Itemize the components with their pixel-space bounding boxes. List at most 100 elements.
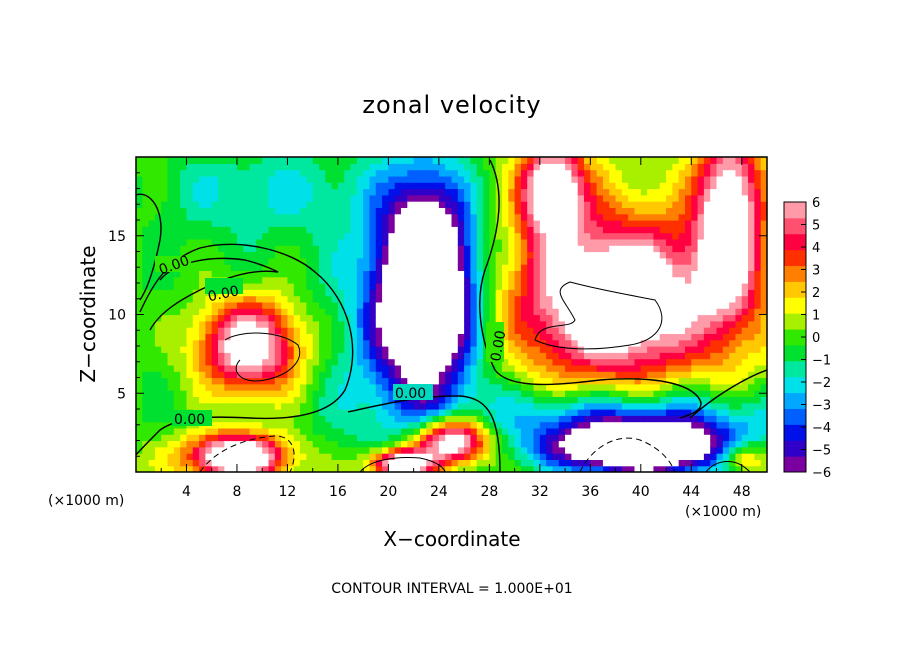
heatmap-cell xyxy=(274,364,282,372)
heatmap-cell xyxy=(337,245,345,253)
heatmap-cell xyxy=(300,276,307,284)
heatmap-cell xyxy=(356,364,364,372)
heatmap-cell xyxy=(748,226,755,234)
heatmap-cell xyxy=(419,409,427,416)
heatmap-cell xyxy=(344,238,352,246)
heatmap-cell xyxy=(539,352,547,360)
heatmap-cell xyxy=(236,257,244,265)
heatmap-cell xyxy=(621,434,629,442)
heatmap-cell xyxy=(306,421,314,429)
heatmap-cell xyxy=(262,289,270,297)
heatmap-cell xyxy=(148,238,156,246)
heatmap-cell xyxy=(609,194,617,202)
heatmap-cell xyxy=(684,421,692,429)
heatmap-cell xyxy=(249,289,257,297)
heatmap-cell xyxy=(243,295,251,303)
heatmap-cell xyxy=(363,320,371,328)
heatmap-cell xyxy=(192,364,200,372)
heatmap-cell xyxy=(148,264,156,271)
heatmap-cell xyxy=(363,226,371,234)
heatmap-cell xyxy=(350,346,358,353)
heatmap-cell xyxy=(363,201,371,208)
heatmap-cell xyxy=(590,257,598,265)
heatmap-cell xyxy=(710,283,718,290)
heatmap-cell xyxy=(337,446,345,454)
heatmap-cell xyxy=(344,327,352,334)
heatmap-cell xyxy=(236,371,244,379)
heatmap-cell xyxy=(508,308,516,316)
heatmap-cell xyxy=(218,264,225,271)
heatmap-cell xyxy=(710,339,718,347)
heatmap-cell xyxy=(539,377,547,385)
heatmap-cell xyxy=(678,327,686,334)
heatmap-cell xyxy=(356,169,364,177)
heatmap-cell xyxy=(394,346,402,353)
heatmap-cell xyxy=(394,295,402,303)
heatmap-cell xyxy=(306,289,314,297)
heatmap-cell xyxy=(748,270,755,278)
heatmap-cell xyxy=(167,358,175,366)
heatmap-cell xyxy=(735,182,743,190)
heatmap-cell xyxy=(489,465,497,472)
heatmap-cell xyxy=(407,188,415,196)
heatmap-cell xyxy=(407,213,415,221)
heatmap-cell xyxy=(653,390,661,397)
heatmap-cell xyxy=(142,327,150,334)
heatmap-cell xyxy=(590,371,598,379)
heatmap-cell xyxy=(192,453,200,460)
heatmap-cell xyxy=(205,314,213,322)
heatmap-cell xyxy=(628,226,636,234)
heatmap-cell xyxy=(363,453,371,460)
heatmap-cell xyxy=(634,188,642,196)
heatmap-cell xyxy=(640,308,648,316)
heatmap-cell xyxy=(173,327,181,334)
heatmap-cell xyxy=(760,446,767,454)
heatmap-cell xyxy=(413,308,421,316)
heatmap-cell xyxy=(754,383,762,391)
heatmap-cell xyxy=(331,383,339,391)
heatmap-cell xyxy=(306,283,314,290)
heatmap-cell xyxy=(684,257,692,265)
heatmap-cell xyxy=(672,175,680,183)
heatmap-cell xyxy=(754,465,762,472)
heatmap-cell xyxy=(331,396,339,404)
heatmap-cell xyxy=(628,301,636,309)
heatmap-cell xyxy=(678,352,686,360)
heatmap-cell xyxy=(350,213,358,221)
heatmap-cell xyxy=(337,333,345,341)
heatmap-cell xyxy=(653,421,661,429)
heatmap-cell xyxy=(325,220,333,227)
heatmap-cell xyxy=(470,308,478,316)
heatmap-cell xyxy=(653,327,661,334)
heatmap-cell xyxy=(243,163,251,171)
heatmap-cell xyxy=(501,201,509,208)
heatmap-cell xyxy=(735,453,743,460)
heatmap-cell xyxy=(249,232,257,240)
heatmap-cell xyxy=(230,358,238,366)
heatmap-cell xyxy=(640,320,648,328)
heatmap-cell xyxy=(476,207,484,215)
heatmap-cell xyxy=(344,295,352,303)
heatmap-cell xyxy=(697,453,705,460)
heatmap-cell xyxy=(760,320,767,328)
heatmap-cell xyxy=(281,415,289,423)
heatmap-cell xyxy=(514,207,522,215)
heatmap-cell xyxy=(426,371,434,379)
heatmap-cell xyxy=(678,264,686,271)
heatmap-cell xyxy=(407,276,415,284)
heatmap-cell xyxy=(552,276,560,284)
heatmap-cell xyxy=(382,396,389,404)
heatmap-cell xyxy=(640,226,648,234)
heatmap-cell xyxy=(356,157,364,164)
heatmap-cell xyxy=(148,333,156,341)
heatmap-cell xyxy=(697,301,705,309)
heatmap-cell xyxy=(741,264,749,271)
heatmap-cell xyxy=(438,352,446,360)
heatmap-cell xyxy=(729,396,737,404)
heatmap-cell xyxy=(596,283,604,290)
heatmap-cell xyxy=(527,320,535,328)
heatmap-cell xyxy=(205,453,213,460)
heatmap-cell xyxy=(375,434,383,442)
heatmap-cell xyxy=(691,188,699,196)
heatmap-cell xyxy=(527,364,535,372)
